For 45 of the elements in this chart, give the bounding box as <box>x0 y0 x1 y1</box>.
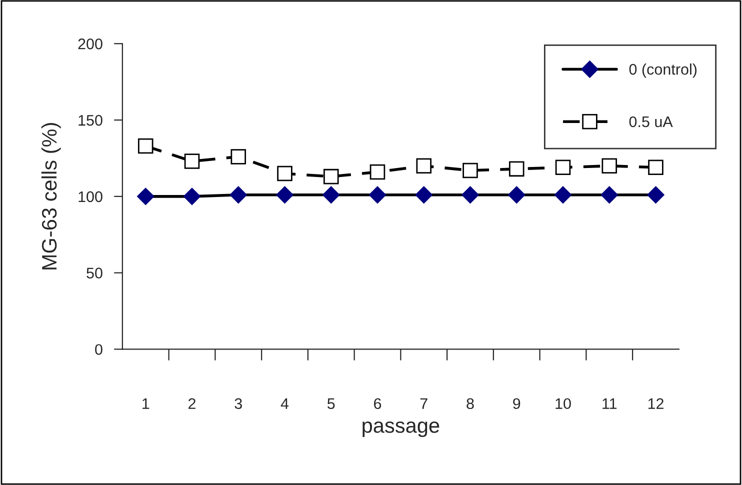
point <box>647 186 664 204</box>
x-tick-label: 1 <box>142 398 150 409</box>
x-tick-label: 3 <box>234 398 242 410</box>
legend-label: 0.5 uA <box>629 116 673 128</box>
y-tick-label: 0 <box>95 344 102 355</box>
point <box>184 154 200 169</box>
y-tick-label: 150 <box>78 114 102 126</box>
x-axis-title: passage <box>362 421 440 438</box>
point <box>554 186 572 204</box>
point <box>555 160 571 176</box>
point <box>322 186 340 204</box>
x-tick-label: 6 <box>374 398 382 410</box>
y-tick-label: 100 <box>78 191 102 202</box>
point <box>462 186 479 204</box>
point <box>276 186 294 204</box>
x-tick-label: 10 <box>556 398 571 410</box>
point <box>277 166 292 182</box>
point <box>230 186 247 204</box>
x-tick-label: 5 <box>327 398 335 410</box>
x-tick-label: 2 <box>188 398 196 409</box>
x-tick-label: 8 <box>466 398 474 410</box>
point <box>370 164 386 180</box>
x-tick-label: 12 <box>648 398 664 409</box>
y-tick-label: 50 <box>86 268 102 278</box>
x-tick-label: 11 <box>602 398 617 409</box>
point <box>230 149 246 164</box>
point <box>323 168 339 184</box>
point <box>415 186 432 204</box>
point <box>648 160 664 176</box>
point <box>138 138 154 154</box>
point <box>508 161 524 177</box>
point <box>600 186 618 204</box>
point <box>508 186 526 204</box>
point <box>602 158 618 174</box>
point <box>368 186 386 204</box>
y-axis-title: MG-63 cells (%) <box>41 123 61 270</box>
x-tick-label: 9 <box>513 398 520 410</box>
point <box>462 162 478 178</box>
y-tick-label: 200 <box>78 38 102 50</box>
x-tick-label: 4 <box>280 398 289 409</box>
point <box>183 188 201 205</box>
point <box>416 158 432 174</box>
point <box>137 188 154 205</box>
legend-label: 0 (control) <box>629 64 697 78</box>
x-tick-label: 7 <box>420 398 428 409</box>
